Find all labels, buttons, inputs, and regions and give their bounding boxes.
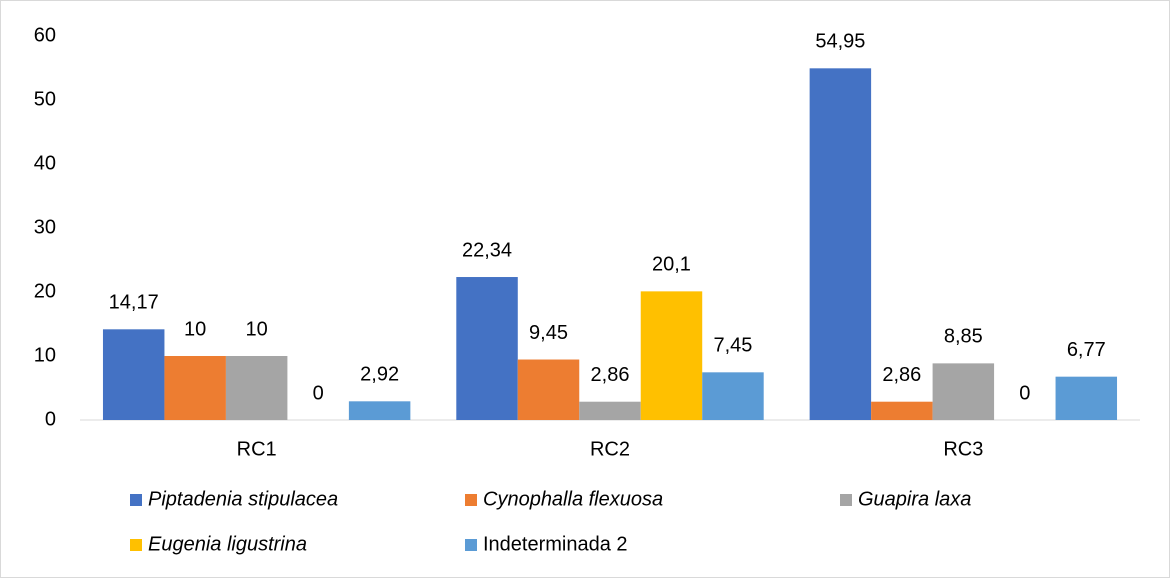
- legend-swatch: [465, 494, 477, 506]
- bar: [702, 372, 764, 420]
- data-label: 14,17: [109, 292, 159, 314]
- legend-label: Eugenia ligustrina: [148, 533, 307, 555]
- bar: [1055, 376, 1118, 420]
- x-tick-label: RC2: [590, 438, 630, 460]
- bar: [164, 356, 226, 420]
- data-label: 20,1: [652, 254, 691, 276]
- bar: [579, 401, 641, 420]
- y-tick-label: 60: [34, 24, 56, 46]
- data-label: 6,77: [1067, 339, 1106, 361]
- data-label: 0: [313, 382, 324, 404]
- data-label: 0: [1019, 382, 1030, 404]
- bar: [809, 68, 872, 420]
- y-tick-label: 50: [34, 88, 56, 110]
- legend-label: Guapira laxa: [858, 488, 971, 510]
- bar: [871, 401, 933, 420]
- bar: [102, 329, 165, 420]
- legend-swatch: [130, 494, 142, 506]
- y-tick-label: 20: [34, 280, 56, 302]
- data-label: 2,92: [360, 364, 399, 386]
- y-tick-label: 40: [34, 152, 56, 174]
- bar: [225, 356, 288, 420]
- data-label: 9,45: [529, 322, 568, 344]
- y-tick-label: 30: [34, 216, 56, 238]
- bar: [348, 401, 411, 420]
- bar: [517, 359, 580, 420]
- bar: [932, 363, 995, 420]
- legend-swatch: [465, 539, 477, 551]
- x-tick-label: RC1: [237, 438, 277, 460]
- data-label: 2,86: [591, 364, 630, 386]
- data-label: 7,45: [713, 335, 752, 357]
- legend-label: Indeterminada 2: [483, 533, 628, 555]
- legend-swatch: [130, 539, 142, 551]
- x-tick-label: RC3: [943, 438, 983, 460]
- bar: [640, 291, 703, 420]
- data-label: 54,95: [815, 31, 865, 53]
- y-tick-label: 10: [34, 344, 56, 366]
- data-label: 8,85: [944, 326, 983, 348]
- data-label: 10: [246, 318, 268, 340]
- legend-label: Piptadenia stipulacea: [148, 488, 338, 510]
- data-label: 2,86: [882, 364, 921, 386]
- legend-swatch: [840, 494, 852, 506]
- bar: [456, 277, 518, 420]
- data-label: 10: [184, 318, 206, 340]
- data-label: 22,34: [462, 239, 512, 261]
- y-tick-label: 0: [45, 408, 56, 430]
- legend-label: Cynophalla flexuosa: [483, 488, 663, 510]
